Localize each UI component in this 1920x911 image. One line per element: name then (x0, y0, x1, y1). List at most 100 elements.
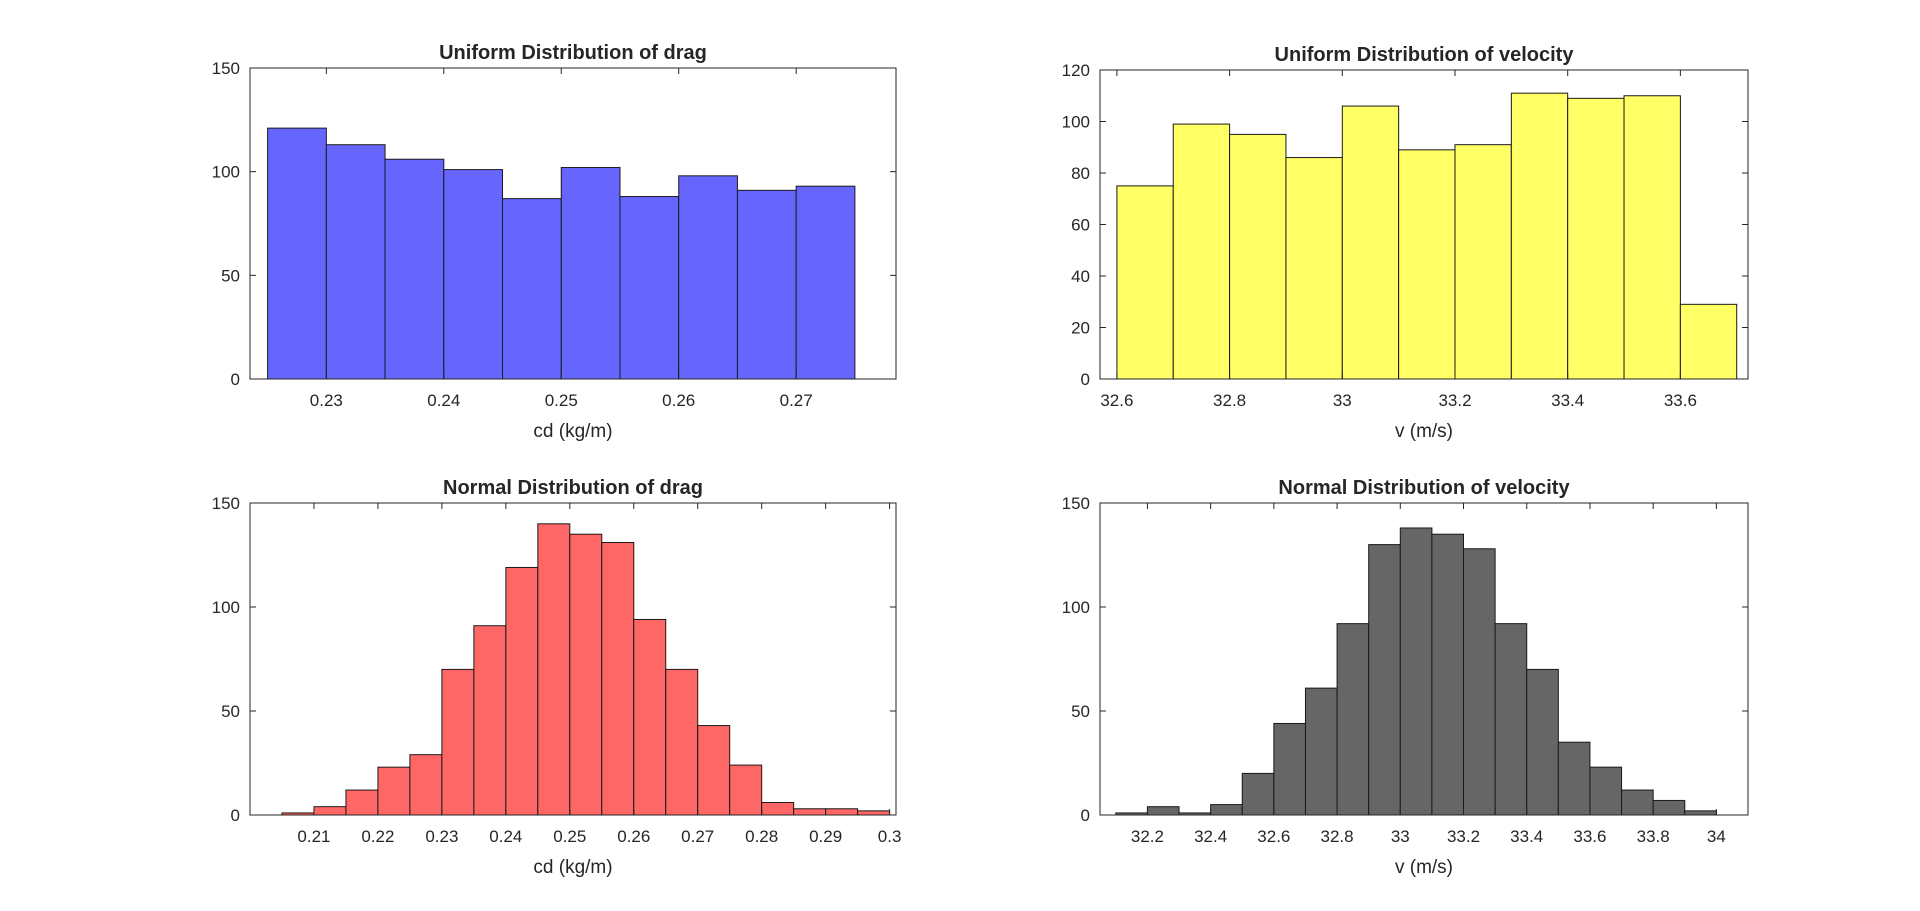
uniform-velocity-bar (1285, 157, 1343, 380)
normal-drag-xtick-label: 0.27 (681, 827, 714, 846)
normal-velocity-bar (1273, 722, 1306, 816)
uniform-velocity-ytick-label: 40 (1071, 267, 1090, 286)
normal-velocity-xlabel: v (m/s) (1395, 857, 1453, 878)
normal-velocity-bar (1621, 789, 1654, 816)
normal-velocity-xtick-label: 32.4 (1194, 827, 1227, 846)
uniform-velocity-xlabel: v (m/s) (1395, 421, 1453, 442)
normal-drag-bar (345, 789, 379, 816)
uniform-drag-xtick-label: 0.23 (310, 391, 343, 410)
normal-drag-ytick-label: 50 (221, 702, 240, 721)
panel-normal-velocity: 32.2 32.4 32.6 32.8 33 33.2 33.4 33.6 33.8 34 0 50 1… (1062, 477, 1749, 878)
normal-drag-xtick-label: 0.28 (745, 827, 778, 846)
normal-drag-bar (313, 806, 347, 816)
uniform-velocity-bar (1172, 123, 1231, 380)
uniform-velocity-xtick-label: 33.4 (1551, 391, 1584, 410)
normal-drag-axes-box (249, 502, 897, 816)
normal-velocity-bar (1368, 544, 1401, 816)
normal-drag-xtick-label: 0.22 (361, 827, 394, 846)
uniform-velocity-bar (1454, 144, 1512, 380)
uniform-velocity-xtick-label: 32.6 (1100, 391, 1133, 410)
normal-velocity-title: Normal Distribution of velocity (1278, 477, 1570, 499)
uniform-drag-xtick-label: 0.25 (545, 391, 578, 410)
panel-normal-drag: 0.21 0.22 0.23 0.24 0.25 0.26 0.27 0.28 0.29 0.3 0… (212, 477, 902, 878)
uniform-velocity-bar (1398, 149, 1456, 380)
uniform-velocity-ytick-label: 20 (1071, 319, 1090, 338)
normal-velocity-xtick-label: 33 (1391, 827, 1410, 846)
panel-uniform-drag: 0.23 0.24 0.25 0.26 0.27 0 50 100 150 Uniform Dis… (212, 42, 897, 442)
normal-drag-ytick-label: 100 (212, 598, 240, 617)
normal-velocity-bar (1557, 741, 1591, 816)
normal-velocity-xtick-label: 33.8 (1637, 827, 1670, 846)
uniform-velocity-bar (1567, 97, 1625, 380)
normal-velocity-xtick-label: 33.2 (1447, 827, 1480, 846)
uniform-drag-xlabel: cd (kg/m) (533, 421, 612, 442)
normal-drag-xtick-label: 0.24 (489, 827, 522, 846)
uniform-drag-bar (560, 167, 621, 380)
uniform-velocity-xtick-label: 32.8 (1213, 391, 1246, 410)
normal-velocity-ytick-label: 150 (1062, 494, 1090, 513)
normal-velocity-bar (1431, 533, 1465, 816)
uniform-drag-xtick-label: 0.26 (662, 391, 695, 410)
uniform-velocity-bar (1679, 303, 1738, 380)
normal-drag-bar (569, 533, 603, 816)
uniform-drag-bar (325, 144, 386, 380)
uniform-drag-ytick-label: 50 (221, 266, 240, 285)
uniform-drag-ytick-label: 100 (212, 163, 240, 182)
normal-drag-bar (505, 566, 539, 816)
normal-velocity-ytick-label: 0 (1081, 806, 1090, 825)
normal-velocity-bar (1210, 804, 1243, 816)
uniform-drag-bar (736, 189, 797, 380)
uniform-drag-bar (678, 175, 738, 380)
normal-drag-ytick-label: 0 (231, 806, 240, 825)
normal-drag-bar (729, 764, 763, 816)
uniform-velocity-bar (1510, 92, 1569, 380)
normal-velocity-xtick-label: 33.4 (1510, 827, 1543, 846)
uniform-drag-bar (619, 196, 680, 380)
normal-drag-bar (441, 668, 475, 816)
normal-velocity-bar (1241, 772, 1275, 816)
uniform-velocity-ytick-label: 120 (1062, 61, 1090, 80)
normal-velocity-xtick-label: 32.8 (1321, 827, 1354, 846)
normal-velocity-bar (1399, 527, 1433, 816)
uniform-velocity-xtick-label: 33 (1333, 391, 1352, 410)
uniform-drag-bar (384, 158, 445, 380)
normal-velocity-bar (1146, 806, 1180, 816)
normal-drag-bar (537, 523, 571, 816)
normal-drag-xtick-label: 0.23 (425, 827, 458, 846)
uniform-velocity-bar (1341, 105, 1400, 380)
normal-drag-bar (857, 810, 891, 816)
uniform-drag-ytick-label: 150 (212, 59, 240, 78)
normal-velocity-bar (1589, 766, 1623, 816)
normal-velocity-bar (1684, 810, 1717, 816)
uniform-velocity-bar (1229, 133, 1287, 380)
normal-drag-xtick-label: 0.29 (809, 827, 842, 846)
normal-velocity-axes-box (1099, 502, 1749, 816)
normal-drag-bar (473, 625, 507, 816)
normal-velocity-bar (1494, 623, 1528, 816)
uniform-velocity-ytick-label: 60 (1071, 216, 1090, 235)
uniform-drag-xtick-label: 0.27 (780, 391, 813, 410)
uniform-drag-bar (502, 198, 562, 380)
normal-drag-xtick-label: 0.25 (553, 827, 586, 846)
normal-velocity-bar (1336, 623, 1370, 816)
normal-drag-xtick-label: 0.21 (297, 827, 330, 846)
normal-drag-ytick-label: 150 (212, 494, 240, 513)
uniform-drag-bar (443, 169, 504, 380)
normal-velocity-bar (1526, 668, 1559, 816)
panel-uniform-velocity: 32.6 32.8 33 33.2 33.4 33.6 0 20 40 60 80 100 120 Uni… (1062, 44, 1749, 442)
uniform-velocity-bar (1116, 185, 1174, 380)
uniform-velocity-ytick-label: 80 (1071, 164, 1090, 183)
uniform-drag-title: Uniform Distribution of drag (439, 42, 707, 64)
uniform-velocity-ytick-label: 100 (1062, 113, 1090, 132)
normal-drag-bar (601, 542, 635, 816)
normal-velocity-bar (1652, 799, 1686, 816)
uniform-drag-bar (795, 185, 856, 380)
normal-velocity-xtick-label: 32.6 (1257, 827, 1290, 846)
normal-velocity-bar (1304, 687, 1338, 816)
normal-drag-bar (793, 808, 827, 816)
normal-drag-xtick-label: 0.3 (878, 827, 902, 846)
normal-velocity-xtick-label: 32.2 (1131, 827, 1164, 846)
uniform-drag-ytick-label: 0 (231, 370, 240, 389)
normal-velocity-xtick-label: 33.6 (1573, 827, 1606, 846)
